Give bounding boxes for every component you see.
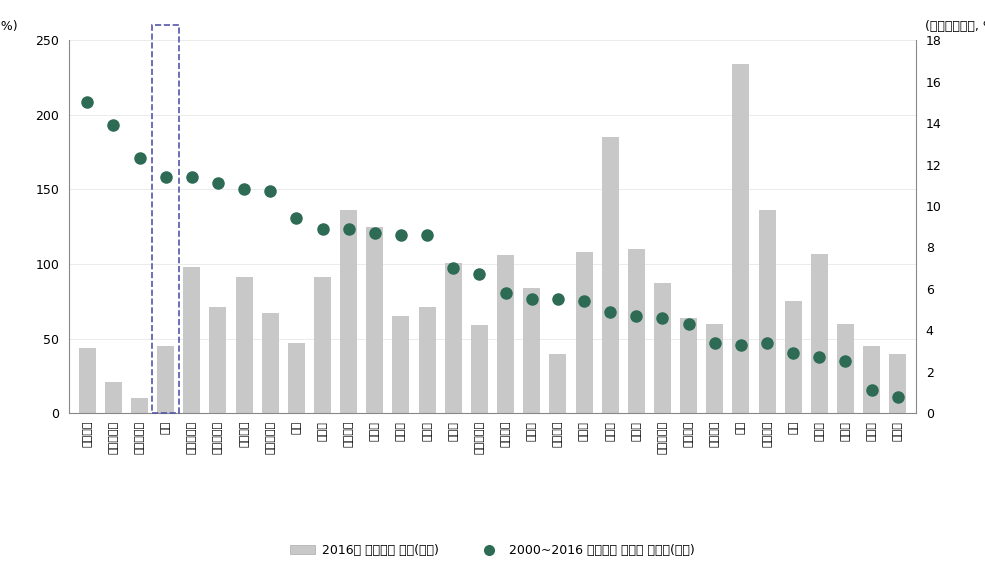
Bar	[733, 64, 750, 413]
Bar	[811, 254, 827, 413]
Bar	[863, 346, 881, 413]
Bar	[340, 210, 358, 413]
Bar	[602, 137, 619, 413]
Bar	[627, 249, 645, 413]
Bar	[158, 346, 174, 413]
Bar	[262, 313, 279, 413]
Bar	[889, 354, 906, 413]
Bar	[758, 210, 775, 413]
Bar	[706, 324, 723, 413]
Bar	[445, 262, 462, 413]
Bar	[497, 255, 514, 413]
Bar	[288, 343, 305, 413]
Bar	[366, 227, 383, 413]
Bar	[523, 288, 540, 413]
Bar	[210, 307, 227, 413]
Y-axis label: (GDP대비, %): (GDP대비, %)	[0, 20, 18, 33]
Bar	[785, 301, 802, 413]
Legend: 2016년 국가채무 비율(좌축), 2000~2016 국가채무 연평균 증가율(우축): 2016년 국가채무 비율(좌축), 2000~2016 국가채무 연평균 증가…	[285, 539, 700, 562]
Bar	[392, 316, 410, 413]
Bar	[550, 354, 566, 413]
Bar	[471, 325, 488, 413]
Bar	[104, 382, 122, 413]
Bar	[183, 267, 200, 413]
Bar	[837, 324, 854, 413]
Bar	[314, 277, 331, 413]
Bar	[419, 307, 435, 413]
Bar	[131, 398, 148, 413]
Bar	[153, 25, 179, 413]
Y-axis label: (연평균증가율, %): (연평균증가율, %)	[925, 20, 985, 33]
Bar	[235, 277, 252, 413]
Bar	[79, 348, 96, 413]
Bar	[654, 284, 671, 413]
Bar	[680, 318, 697, 413]
Bar	[575, 252, 593, 413]
